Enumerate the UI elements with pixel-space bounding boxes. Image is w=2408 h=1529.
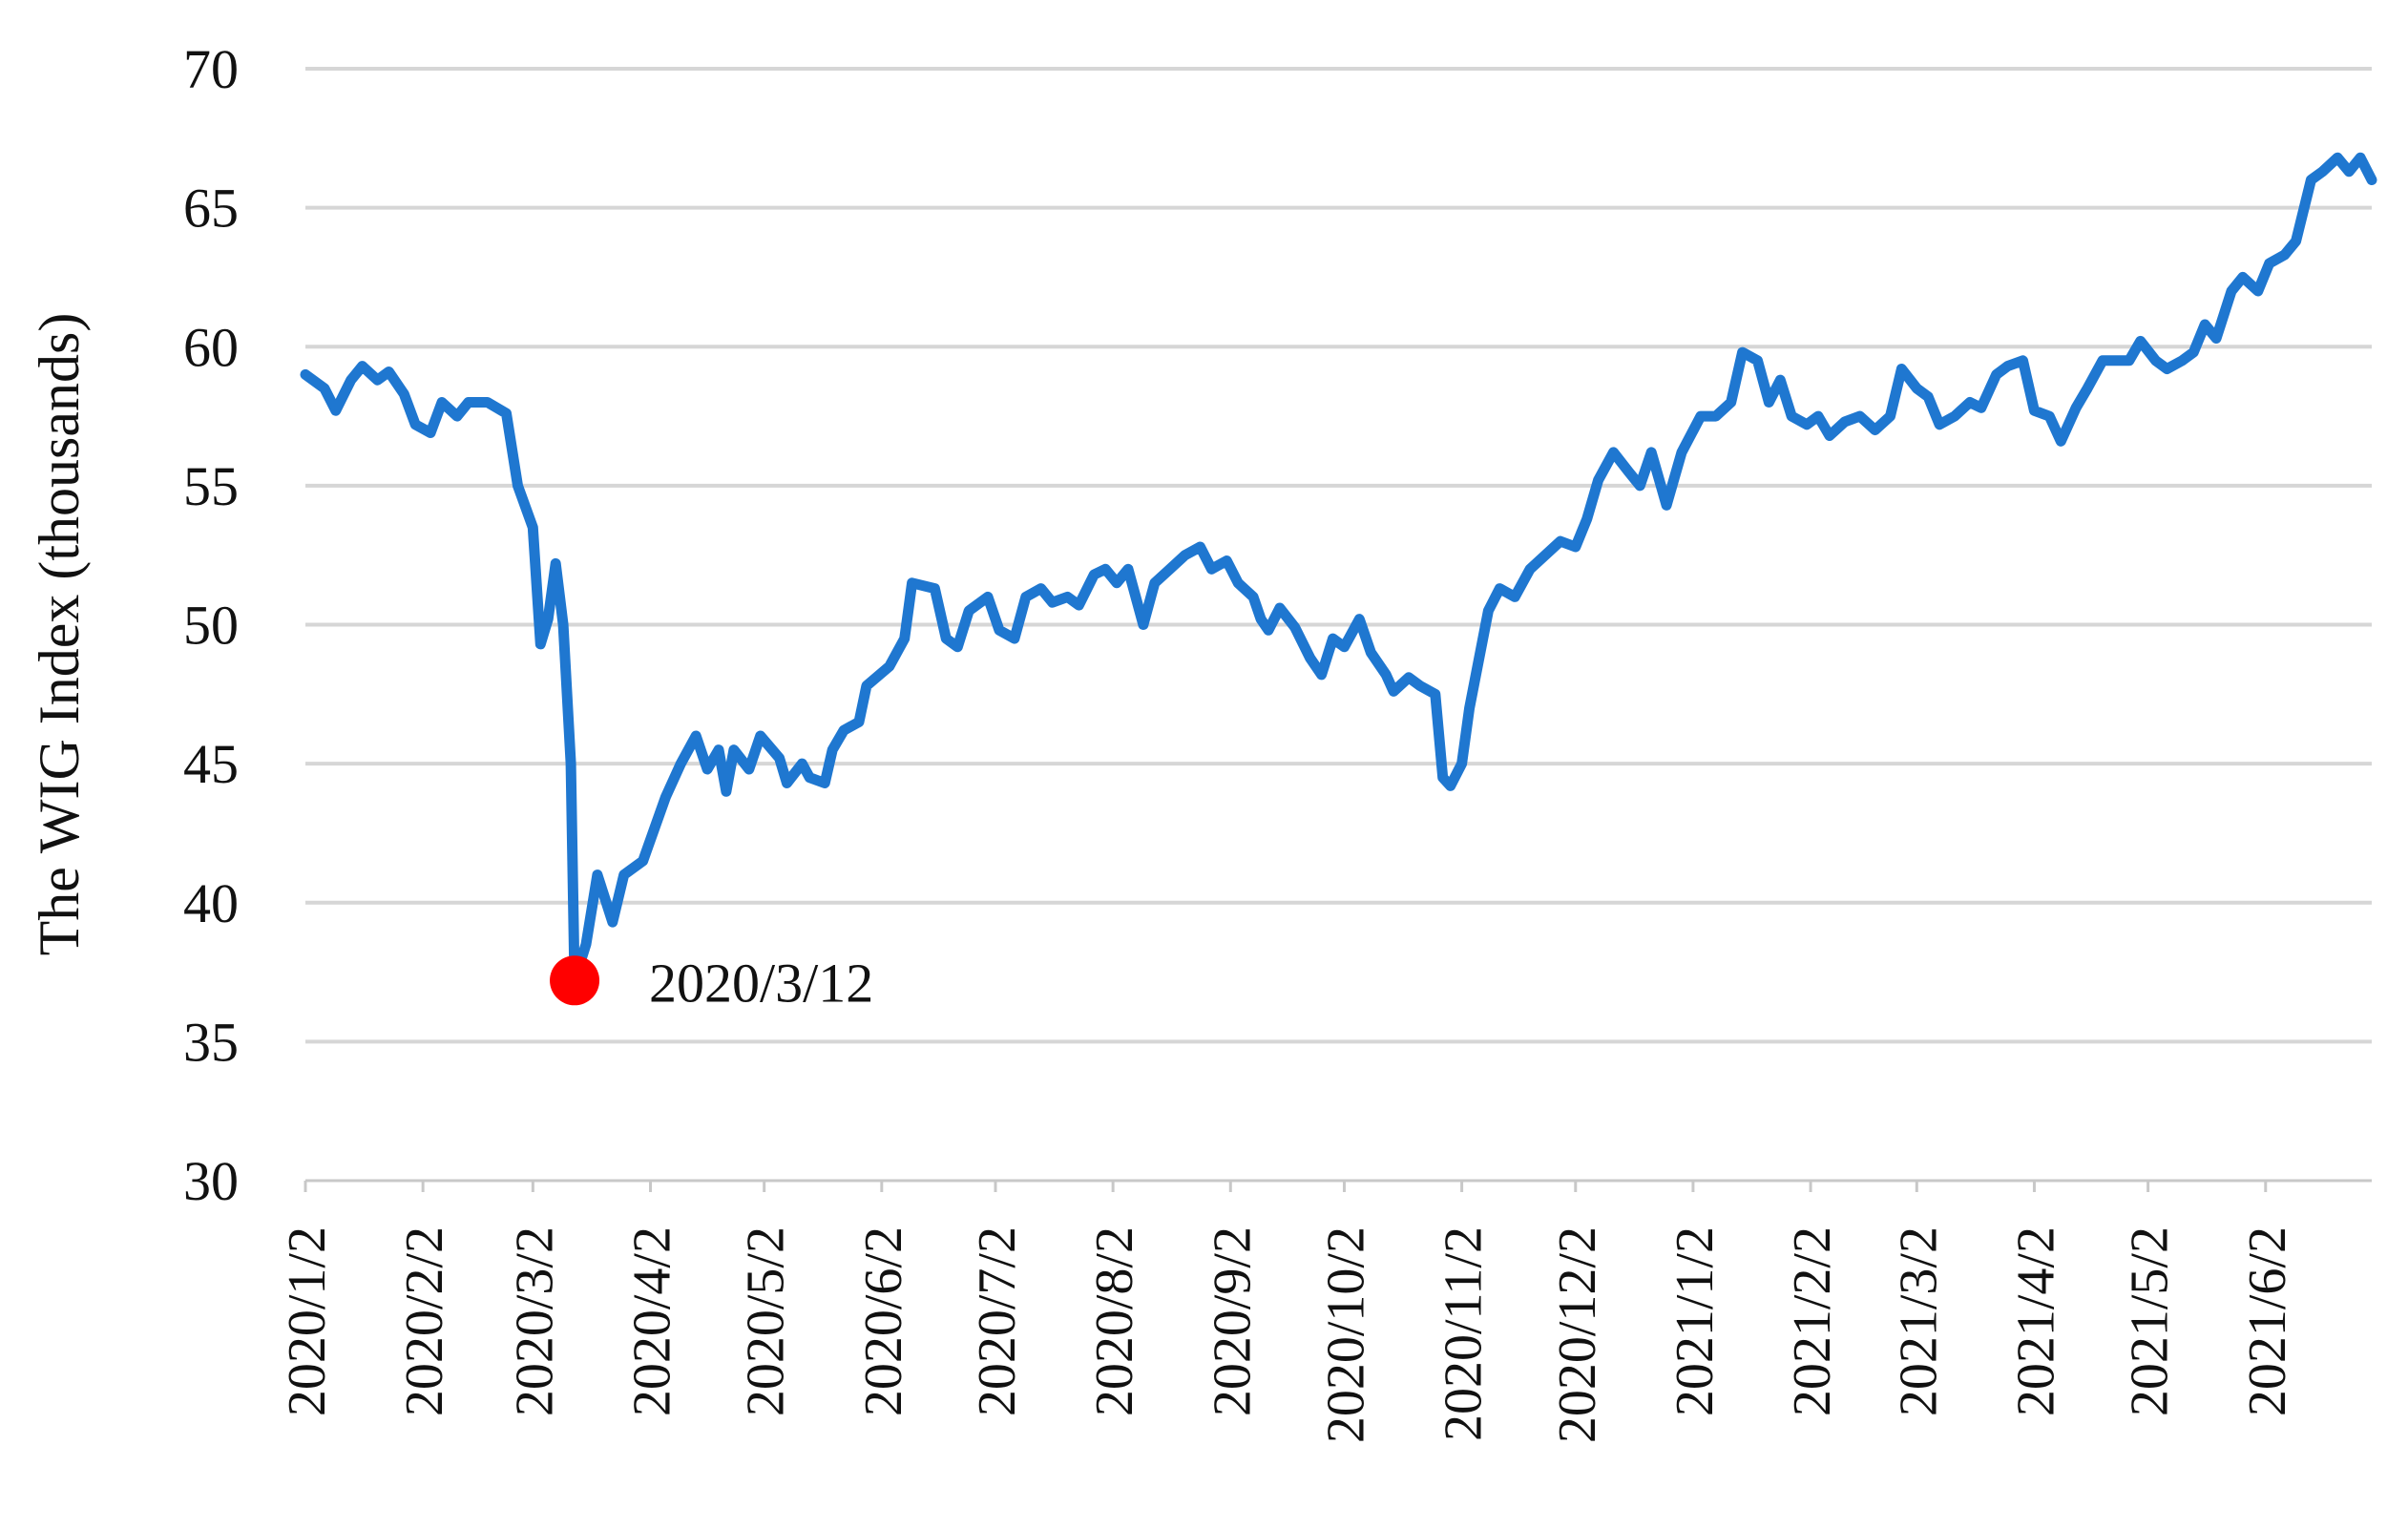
x-tick-label: 2020/3/2 — [505, 1226, 564, 1416]
y-tick-label: 65 — [183, 178, 239, 240]
x-tick-label: 2020/12/2 — [1548, 1226, 1607, 1443]
x-tick-label: 2021/3/2 — [1889, 1226, 1948, 1416]
x-tick-label: 2020/11/2 — [1434, 1226, 1494, 1441]
x-tick-label: 2020/6/2 — [854, 1226, 913, 1416]
x-tick-label: 2020/1/2 — [278, 1226, 337, 1416]
y-tick-label: 60 — [183, 316, 239, 378]
y-tick-label: 35 — [183, 1011, 239, 1073]
y-tick-label: 45 — [183, 733, 239, 795]
y-axis-ticks: 30 35 40 45 50 55 60 65 70 — [183, 38, 239, 1212]
y-tick-label: 50 — [183, 595, 239, 657]
x-tick-label: 2020/8/2 — [1085, 1226, 1144, 1416]
y-tick-label: 30 — [183, 1150, 239, 1212]
x-tick-label: 2020/10/2 — [1316, 1226, 1375, 1443]
minimum-point-label: 2020/3/12 — [649, 952, 873, 1014]
y-axis-title: The WIG Index (thousands) — [28, 313, 91, 956]
x-tick-label: 2021/5/2 — [2121, 1226, 2180, 1416]
y-tick-label: 55 — [183, 455, 239, 517]
x-tick-label: 2020/4/2 — [622, 1226, 681, 1416]
x-tick-label: 2021/4/2 — [2006, 1226, 2065, 1416]
annotations: 2020/3/12 — [550, 952, 873, 1014]
x-tick-label: 2021/2/2 — [1783, 1226, 1842, 1416]
minimum-point-marker — [550, 955, 600, 1006]
x-tick-label: 2021/6/2 — [2238, 1226, 2297, 1416]
x-tick-label: 2020/9/2 — [1203, 1226, 1262, 1416]
x-tick-label: 2020/7/2 — [968, 1226, 1027, 1416]
x-axis-ticks: 2020/1/2 2020/2/2 2020/3/2 2020/4/2 2020/5/2… — [278, 1181, 2297, 1443]
x-tick-label: 2021/1/2 — [1665, 1226, 1725, 1416]
gridlines — [305, 67, 2372, 1044]
y-tick-label: 70 — [183, 38, 239, 100]
x-tick-label: 2020/2/2 — [395, 1226, 454, 1416]
series-line-wig — [300, 152, 2377, 986]
x-tick-label: 2020/5/2 — [737, 1226, 796, 1416]
y-tick-label: 40 — [183, 872, 239, 934]
